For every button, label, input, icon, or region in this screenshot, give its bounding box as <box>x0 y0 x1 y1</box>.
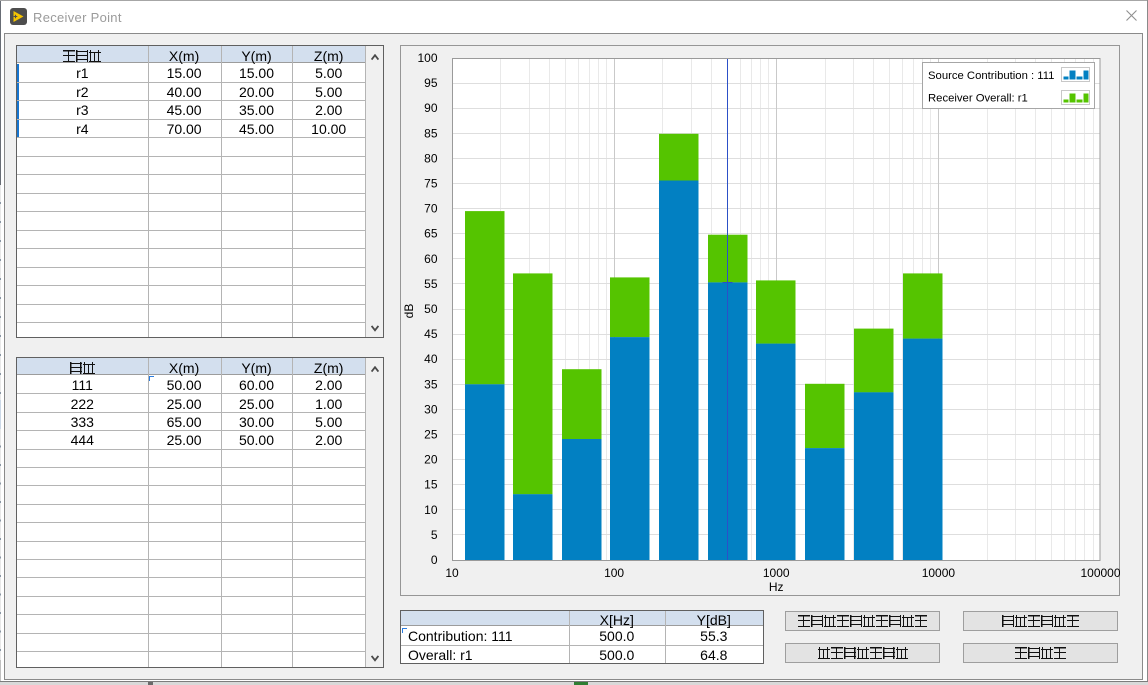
svg-text:20: 20 <box>424 453 438 467</box>
svg-text:5: 5 <box>431 528 438 542</box>
svg-text:Receiver Overall: r1: Receiver Overall: r1 <box>928 93 1028 105</box>
svg-text:15: 15 <box>424 478 438 492</box>
svg-text:55: 55 <box>424 277 438 291</box>
svg-text:75: 75 <box>424 177 438 191</box>
svg-text:45: 45 <box>424 327 438 341</box>
svg-text:dB: dB <box>402 304 416 319</box>
svg-text:Hz: Hz <box>769 580 784 594</box>
svg-text:70: 70 <box>424 202 438 216</box>
svg-text:30: 30 <box>424 402 438 416</box>
svg-text:35: 35 <box>424 377 438 391</box>
svg-text:85: 85 <box>424 126 438 140</box>
svg-text:40: 40 <box>424 352 438 366</box>
svg-text:50: 50 <box>424 302 438 316</box>
svg-text:25: 25 <box>424 428 438 442</box>
svg-text:10: 10 <box>445 566 459 580</box>
svg-text:100: 100 <box>604 566 624 580</box>
svg-text:10: 10 <box>424 503 438 517</box>
svg-text:0: 0 <box>431 553 438 567</box>
svg-text:Source Contribution : 111: Source Contribution : 111 <box>928 70 1054 82</box>
svg-text:10000: 10000 <box>922 566 956 580</box>
svg-text:100000: 100000 <box>1080 566 1120 580</box>
svg-text:60: 60 <box>424 252 438 266</box>
svg-text:65: 65 <box>424 227 438 241</box>
svg-text:100: 100 <box>417 51 437 65</box>
svg-text:95: 95 <box>424 76 438 90</box>
svg-text:90: 90 <box>424 101 438 115</box>
svg-text:80: 80 <box>424 151 438 165</box>
svg-text:1000: 1000 <box>763 566 790 580</box>
